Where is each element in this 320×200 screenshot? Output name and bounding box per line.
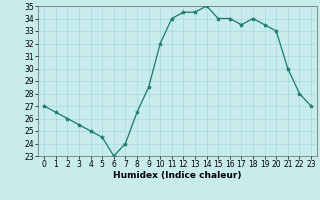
X-axis label: Humidex (Indice chaleur): Humidex (Indice chaleur) xyxy=(113,171,242,180)
